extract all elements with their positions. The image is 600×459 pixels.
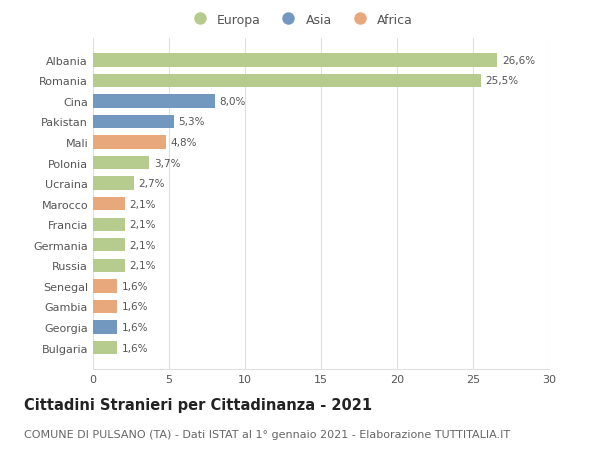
Text: 3,7%: 3,7%	[154, 158, 181, 168]
Text: 1,6%: 1,6%	[122, 302, 148, 312]
Text: 2,1%: 2,1%	[130, 199, 156, 209]
Bar	[93, 177, 134, 190]
Bar	[93, 280, 118, 293]
Text: 1,6%: 1,6%	[122, 343, 148, 353]
Text: COMUNE DI PULSANO (TA) - Dati ISTAT al 1° gennaio 2021 - Elaborazione TUTTITALIA: COMUNE DI PULSANO (TA) - Dati ISTAT al 1…	[24, 429, 510, 439]
Text: 1,6%: 1,6%	[122, 322, 148, 332]
Bar	[93, 54, 497, 67]
Bar	[93, 136, 166, 149]
Text: 2,7%: 2,7%	[139, 179, 165, 189]
Legend: Europa, Asia, Africa: Europa, Asia, Africa	[182, 9, 418, 32]
Bar	[93, 197, 125, 211]
Text: 1,6%: 1,6%	[122, 281, 148, 291]
Bar	[93, 95, 215, 108]
Text: 8,0%: 8,0%	[219, 97, 245, 106]
Text: 2,1%: 2,1%	[130, 220, 156, 230]
Bar	[93, 116, 173, 129]
Text: 5,3%: 5,3%	[178, 117, 205, 127]
Bar	[93, 341, 118, 354]
Text: 2,1%: 2,1%	[130, 261, 156, 271]
Bar	[93, 239, 125, 252]
Bar	[93, 300, 118, 313]
Text: 26,6%: 26,6%	[502, 56, 535, 66]
Bar	[93, 321, 118, 334]
Text: 25,5%: 25,5%	[485, 76, 518, 86]
Bar	[93, 259, 125, 273]
Bar	[93, 157, 149, 170]
Text: 4,8%: 4,8%	[170, 138, 197, 148]
Text: Cittadini Stranieri per Cittadinanza - 2021: Cittadini Stranieri per Cittadinanza - 2…	[24, 397, 372, 412]
Bar	[93, 74, 481, 88]
Text: 2,1%: 2,1%	[130, 240, 156, 250]
Bar	[93, 218, 125, 231]
